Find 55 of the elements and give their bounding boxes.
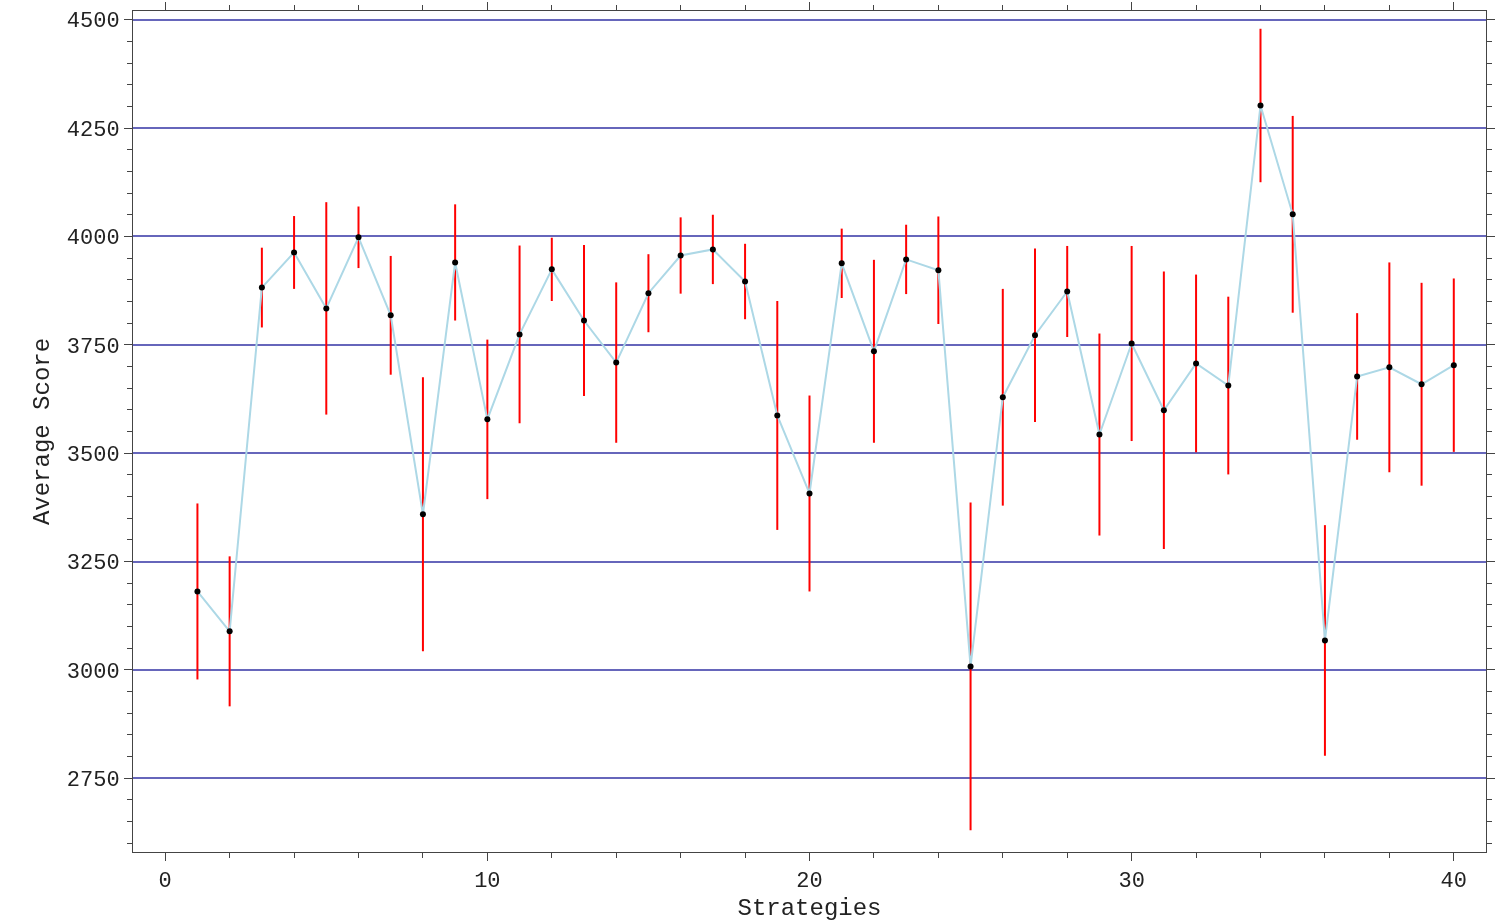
point [452, 259, 459, 266]
y-tick-label: 3250 [66, 551, 120, 577]
point [645, 290, 652, 297]
x-tick-label: 30 [1118, 869, 1145, 895]
point [709, 246, 716, 253]
point [999, 394, 1006, 401]
y-tick-label: 4000 [66, 226, 120, 252]
point [226, 628, 233, 635]
y-tick-label: 4250 [66, 117, 120, 143]
point [1321, 637, 1328, 644]
point [1225, 382, 1232, 389]
point [291, 249, 298, 256]
point [935, 267, 942, 274]
point [1450, 362, 1457, 369]
point [1096, 431, 1103, 438]
point [1418, 381, 1425, 388]
point [1386, 364, 1393, 371]
point [903, 256, 910, 263]
x-tick-label: 20 [796, 869, 823, 895]
point [355, 234, 362, 241]
x-tick-label: 40 [1440, 869, 1467, 895]
y-axis-title: Average Score [28, 337, 56, 526]
point [1289, 211, 1296, 218]
y-tick-label: 3750 [66, 334, 120, 360]
point [1193, 360, 1200, 367]
point [516, 331, 523, 338]
point [484, 416, 491, 423]
point [323, 305, 330, 312]
point [548, 266, 555, 273]
point [419, 511, 426, 518]
point [967, 663, 974, 670]
y-tick-label: 3000 [66, 659, 120, 685]
y-tick-label: 3500 [66, 442, 120, 468]
point [870, 348, 877, 355]
point [194, 588, 201, 595]
point [613, 359, 620, 366]
point [677, 252, 684, 259]
point [1128, 340, 1135, 347]
point [1064, 288, 1071, 295]
point [742, 278, 749, 285]
y-tick-label: 4500 [66, 9, 120, 35]
point [387, 312, 394, 319]
point [806, 490, 813, 497]
point [1257, 102, 1264, 109]
x-axis-title: Strategies [737, 894, 882, 922]
point [258, 284, 265, 291]
point [838, 260, 845, 267]
point [1160, 407, 1167, 414]
point [1354, 373, 1361, 380]
x-tick-label: 0 [158, 869, 172, 895]
point [581, 317, 587, 324]
x-tick-label: 10 [474, 869, 501, 895]
point [774, 412, 781, 419]
y-tick-label: 2750 [66, 768, 120, 793]
point [1032, 332, 1038, 339]
